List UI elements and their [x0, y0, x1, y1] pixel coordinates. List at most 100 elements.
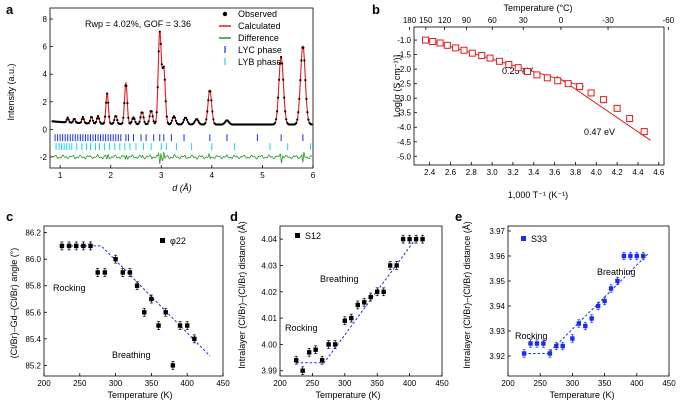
panel-a-letter: a — [6, 2, 14, 17]
observed-point — [126, 102, 129, 105]
panel-b-data-point — [640, 128, 648, 136]
observed-point — [281, 62, 284, 65]
panel-b-xtick-label: 4.6 — [653, 168, 665, 177]
difference-curve — [52, 151, 313, 165]
panel-e-ytick-label: 3.95 — [489, 277, 505, 286]
observed-point — [211, 110, 214, 113]
panel-b-ytick-label: -2.0 — [397, 65, 411, 74]
panel-b-xtick-label: 4.0 — [591, 168, 603, 177]
observed-point — [132, 116, 135, 119]
observed-point — [107, 101, 110, 104]
panel-c-label-rocking: Rocking — [53, 283, 86, 293]
observed-point — [98, 117, 101, 120]
panel-c-data-point — [156, 323, 161, 328]
observed-point — [87, 121, 90, 124]
observed-point — [205, 118, 208, 121]
observed-point — [155, 111, 158, 114]
panel-e-xtick-label: 400 — [630, 379, 644, 388]
observed-point — [300, 59, 303, 62]
observed-point — [134, 120, 137, 124]
observed-point — [90, 116, 94, 119]
observed-point — [305, 97, 308, 100]
panel-a-legend: Observed Calculated Difference LYC phase… — [219, 9, 282, 67]
panel-e-data-point — [534, 341, 540, 346]
panel-e-data-point — [628, 253, 633, 259]
observed-point — [170, 119, 173, 122]
observed-point — [285, 118, 288, 121]
panel-c-ytick-label: 86.2 — [25, 229, 41, 238]
panel-b-ytick-label: -1.5 — [397, 51, 411, 60]
panel-d-data-point — [319, 358, 325, 363]
panel-d-data-point — [300, 368, 305, 373]
observed-point — [121, 121, 124, 125]
observed-point — [169, 122, 172, 125]
panel-a-ytick-label: 6 — [43, 43, 48, 52]
panel-b-xtick-label: 3.0 — [487, 168, 499, 177]
observed-point — [95, 117, 99, 120]
panel-a-plot-frame — [49, 7, 314, 169]
observed-point — [182, 118, 186, 121]
observed-point — [71, 120, 74, 123]
panel-e-legend-marker — [521, 236, 526, 241]
observed-point — [105, 101, 108, 104]
panel-d-data-point — [294, 358, 299, 363]
panel-d-data-point — [332, 342, 338, 347]
observed-point — [156, 86, 159, 89]
observed-point — [302, 46, 305, 49]
panel-d-xtick-label: 250 — [306, 379, 320, 388]
panel-b-top-tick-label: 60 — [488, 16, 497, 25]
panel-e-label-rocking: Rocking — [515, 331, 548, 341]
observed-point — [185, 116, 188, 119]
panel-d-label-breathing: Breathing — [320, 274, 359, 284]
panel-c-ytick-label: 85.8 — [25, 282, 41, 291]
observed-point — [181, 121, 185, 124]
panel-c-letter: c — [6, 209, 13, 224]
panel-e-data-point — [570, 336, 575, 341]
panel-b-top-tick-label: 90 — [462, 16, 471, 25]
legend-difference-label: Difference — [238, 33, 279, 43]
observed-point — [66, 116, 69, 119]
observed-point — [274, 121, 277, 124]
panel-b-xtick-label: 4.2 — [612, 168, 624, 177]
panel-d-xlabel: Temperature (K) — [315, 390, 380, 400]
panel-c-data-point — [81, 243, 86, 249]
panel-d-legend-label: S12 — [305, 231, 321, 241]
observed-point — [106, 92, 109, 95]
panel-b-xtick-label: 3.8 — [570, 168, 582, 177]
panel-c-xlabel: Temperature (K) — [107, 390, 172, 400]
panel-b-ytick-label: -4.0 — [397, 123, 411, 132]
legend-lyc-label: LYC phase — [238, 45, 282, 55]
panel-b-ytick-label: -3.0 — [397, 94, 411, 103]
panel-d-plot-frame — [279, 225, 443, 377]
panel-b-ylabel: Log[σ (S cm⁻¹)] — [392, 55, 402, 117]
observed-point — [296, 118, 299, 121]
panel-a-intensity-chart: a Intensity (a.u.) d (Å) Rwp = 4.02%, GO… — [6, 2, 316, 193]
panel-b-top-tick-label: 0 — [559, 16, 564, 25]
panel-d-data-point — [326, 342, 331, 347]
panel-d-xtick-label: 400 — [403, 379, 417, 388]
panel-d-label-rocking: Rocking — [285, 323, 318, 333]
panel-c-data-point — [177, 323, 183, 328]
observed-point — [122, 116, 125, 119]
observed-point — [112, 121, 115, 124]
panel-b-data-point — [533, 71, 541, 79]
panel-c-ytick-label: 85.6 — [25, 308, 41, 317]
panel-e-ytick-label: 3.93 — [489, 327, 505, 336]
panel-e-ytick-label: 3.96 — [489, 252, 505, 261]
panel-b-data-point — [436, 39, 444, 47]
observed-point — [82, 118, 85, 121]
panel-e-xtick-label: 300 — [566, 379, 580, 388]
observed-point — [116, 119, 119, 122]
observed-point — [65, 118, 68, 121]
panel-e-data-point — [547, 351, 553, 356]
panel-d-fit-line — [296, 236, 418, 364]
panel-b-data-point — [524, 67, 532, 75]
panel-e-ytick-label: 3.97 — [489, 227, 505, 236]
panel-b-data-point — [543, 74, 551, 82]
panel-c-data-point — [113, 256, 118, 262]
panel-a-ytick-label: 8 — [43, 15, 48, 24]
panel-b-ytick-label: -3.5 — [397, 109, 411, 118]
legend-observed-label: Observed — [238, 9, 277, 19]
panel-b-xtick-label: 2.6 — [445, 168, 457, 177]
panel-b-xlabel: 1,000 T⁻¹ (K⁻¹) — [508, 190, 568, 200]
